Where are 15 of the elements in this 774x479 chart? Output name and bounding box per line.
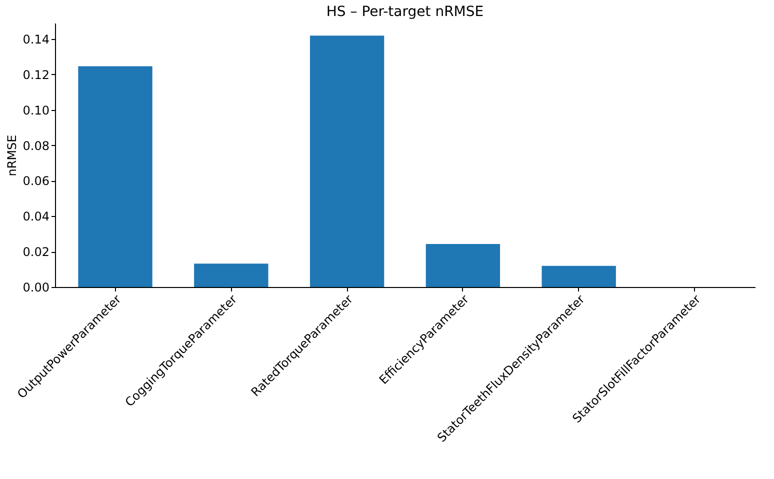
bar [542, 266, 616, 287]
y-tick-label: 0.04 [22, 210, 50, 224]
chart-title: HS – Per-target nRMSE [326, 4, 484, 20]
y-tick-label: 0.14 [22, 32, 50, 46]
bar [426, 244, 500, 287]
y-tick-label: 0.00 [22, 280, 50, 294]
y-tick-label: 0.02 [22, 245, 50, 260]
bar [78, 66, 152, 287]
y-tick-label: 0.10 [22, 103, 50, 118]
y-tick-label: 0.08 [22, 138, 50, 153]
y-tick-label: 0.06 [22, 174, 50, 188]
y-tick-label: 0.12 [22, 68, 50, 82]
bar [194, 264, 268, 287]
y-axis-title: nRMSE [4, 134, 19, 176]
bar [310, 36, 384, 287]
